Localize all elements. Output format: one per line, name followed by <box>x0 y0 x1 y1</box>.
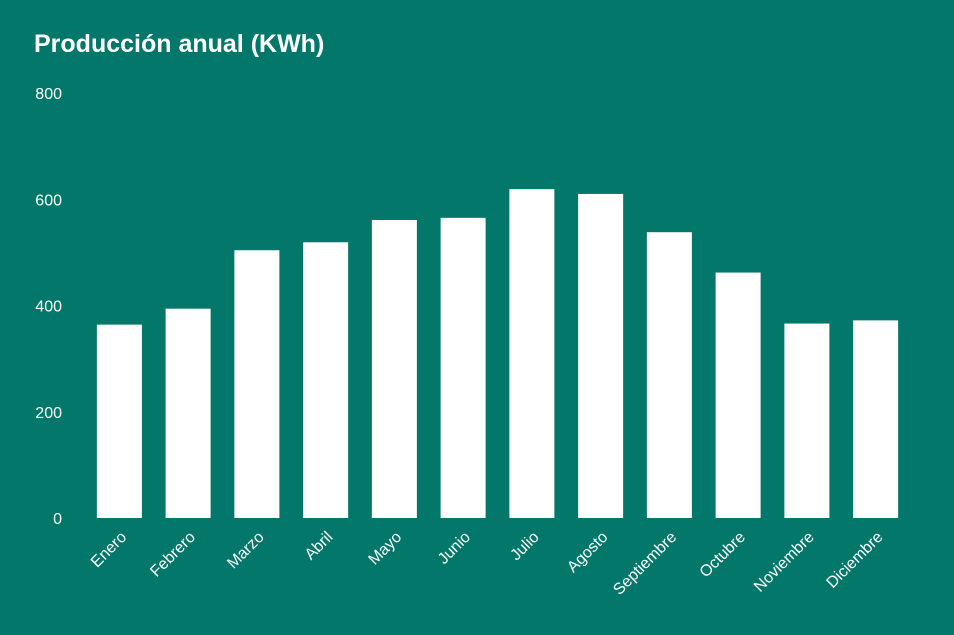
y-tick-label: 200 <box>35 405 62 422</box>
x-tick-label: Noviembre <box>751 529 818 596</box>
y-tick-label: 400 <box>35 299 62 316</box>
x-tick-label: Diciembre <box>824 529 887 592</box>
chart-title: Producción anual (KWh) <box>34 30 325 58</box>
bar-octubre <box>715 272 761 518</box>
x-tick-label: Enero <box>88 529 130 571</box>
bar-julio <box>509 189 555 518</box>
bar-agosto <box>578 193 624 518</box>
x-tick-label: Marzo <box>224 529 268 573</box>
bar-junio <box>440 217 486 518</box>
x-tick-label: Mayo <box>366 529 406 569</box>
x-tick-label: Julio <box>507 529 542 564</box>
bar-febrero <box>165 308 211 518</box>
x-tick-label: Febrero <box>147 529 199 581</box>
bar-enero <box>96 324 142 518</box>
bar-abril <box>303 242 349 518</box>
x-tick-label: Octubre <box>697 529 749 581</box>
bar-diciembre <box>853 320 899 518</box>
y-tick-label: 0 <box>53 511 62 528</box>
x-tick-label: Junio <box>435 529 474 568</box>
bar-mayo <box>371 219 417 518</box>
y-tick-label: 800 <box>35 86 62 103</box>
x-tick-label: Agosto <box>564 529 611 576</box>
x-tick-label: Septiembre <box>610 529 680 599</box>
x-tick-label: Abril <box>302 529 337 564</box>
bars-group <box>96 189 899 518</box>
bar-marzo <box>234 250 280 518</box>
bar-septiembre <box>646 232 692 518</box>
y-axis-ticks: 0 200 400 600 800 <box>35 86 62 528</box>
bar-noviembre <box>784 323 830 518</box>
x-axis-labels: Enero Febrero Marzo Abril Mayo Junio Julio Agos… <box>88 529 887 599</box>
y-tick-label: 600 <box>35 192 62 209</box>
